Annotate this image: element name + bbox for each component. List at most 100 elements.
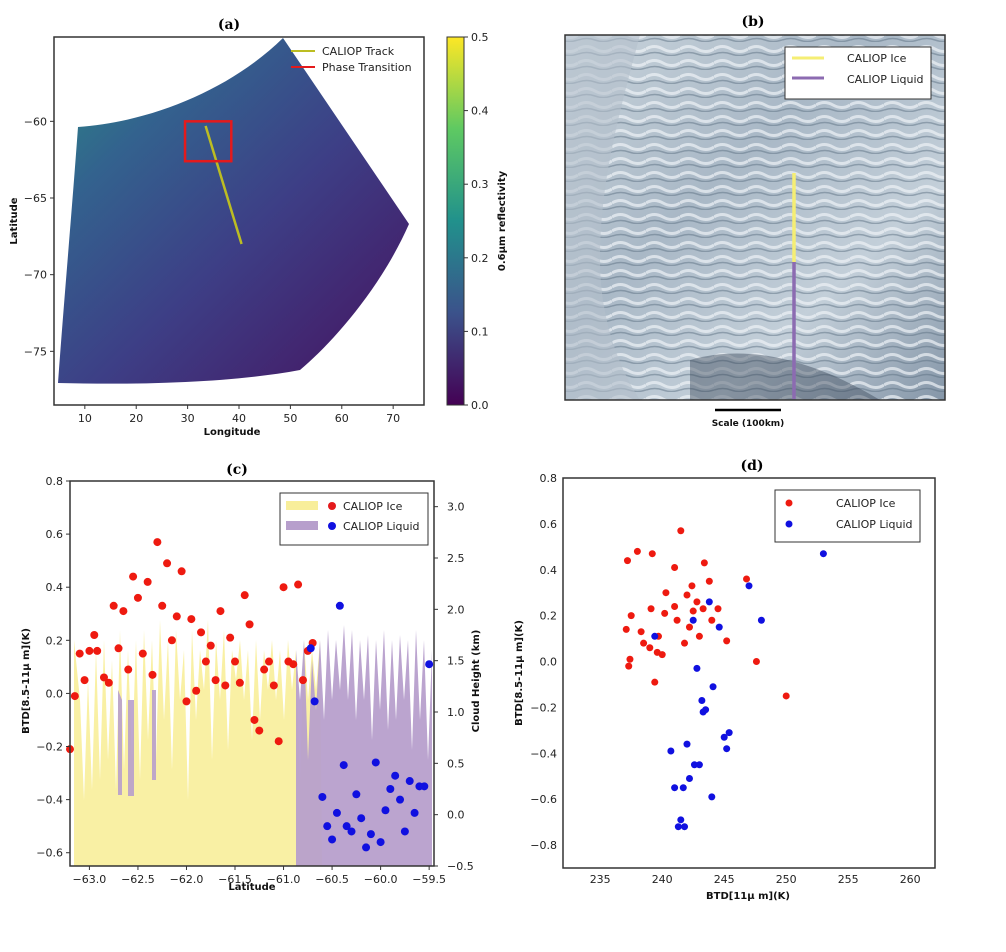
legend-ice-label: CALIOP Ice: [847, 52, 907, 65]
ice-point: [221, 681, 230, 690]
liquid-point: [715, 623, 723, 631]
ice-point: [109, 601, 118, 610]
ice-point: [85, 646, 94, 655]
panel-a-xtick-label: 50: [283, 412, 297, 425]
panel-c-ytick-right-label: 1.0: [447, 706, 465, 719]
panel-d-xtick-label: 260: [900, 873, 921, 886]
ice-point: [148, 670, 157, 679]
ice-point: [714, 605, 722, 613]
panel-d-xtick-label: 255: [838, 873, 859, 886]
panel-d-ytick-label: −0.8: [530, 839, 557, 852]
reflectivity-swath: [58, 38, 409, 384]
colorbar-label: 0.6μm reflectivity: [497, 170, 508, 271]
panel-c-xlabel: Latitude: [228, 882, 275, 893]
liquid-point: [709, 683, 717, 691]
liquid-point: [405, 777, 414, 786]
ice-point: [172, 612, 181, 621]
ice-point: [99, 673, 108, 682]
ice-point: [648, 550, 656, 558]
ice-point: [661, 609, 669, 617]
panel-d-xtick-label: 250: [776, 873, 797, 886]
panel-d-ytick-label: 0.8: [540, 472, 558, 485]
panel-d-xtick-label: 245: [714, 873, 735, 886]
liquid-cloud-height-bars: [296, 625, 432, 866]
ice-point: [626, 655, 634, 663]
ice-point: [187, 615, 196, 624]
liquid-point: [651, 632, 659, 640]
ice-point: [623, 557, 631, 565]
ice-point: [685, 623, 693, 631]
panel-d-xtick-label: 240: [652, 873, 673, 886]
panel-c-series: [66, 538, 434, 852]
ice-point: [640, 639, 648, 647]
panel-d-ytick-label: −0.6: [530, 793, 557, 806]
ice-point: [289, 660, 298, 669]
colorbar-ticks: 0.0 0.1 0.2 0.3 0.4 0.5: [464, 31, 489, 412]
panel-a: (a) 10 20 30 40 50 60 70 −60 −65 −70 −75 Longitude…: [9, 17, 508, 438]
legend-ice-label: CALIOP Ice: [836, 497, 896, 510]
panel-d-ticks: 235 240 245 250 255 260 −0.8 −0.6 −0.4 −0.2 0.0 0.2…: [530, 472, 920, 886]
ice-point: [80, 676, 89, 685]
panel-c-ytick-right-label: 0.5: [447, 757, 465, 770]
liquid-point: [332, 808, 341, 817]
ice-point: [192, 686, 201, 695]
ice-point: [723, 637, 731, 645]
liquid-point: [699, 708, 707, 716]
ice-point: [689, 607, 697, 615]
panel-a-ytick-label: −60: [24, 115, 47, 128]
liquid-point: [342, 822, 351, 831]
ice-point: [695, 632, 703, 640]
legend-ice-dot: [785, 499, 793, 507]
legend-ice-bar-swatch: [286, 501, 318, 510]
ice-point: [752, 658, 760, 666]
panel-d-xtick-label: 235: [590, 873, 611, 886]
ice-point: [163, 559, 172, 568]
ice-point: [681, 639, 689, 647]
ice-point: [206, 641, 215, 650]
panel-c-xtick-label: −60.5: [315, 873, 349, 886]
panel-c-legend: CALIOP Ice CALIOP Liquid: [279, 492, 429, 546]
cloud-region-south: [690, 353, 880, 400]
liquid-point: [689, 616, 697, 624]
ice-point: [782, 692, 790, 700]
panel-d-ytick-label: 0.6: [540, 518, 558, 531]
liquid-point: [720, 733, 728, 741]
ice-point: [255, 726, 264, 735]
panel-c-ylabel: BTD[8.5-11μ m](K): [21, 628, 32, 734]
ice-point: [637, 628, 645, 636]
ice-point: [651, 678, 659, 686]
liquid-point: [685, 775, 693, 783]
colorbar-tick-label: 0.5: [471, 31, 489, 44]
ice-point: [264, 657, 273, 666]
liquid-point: [371, 758, 380, 767]
liquid-point: [420, 782, 429, 791]
ice-point: [646, 644, 654, 652]
panel-c-ytick-right-label: −0.5: [447, 860, 474, 873]
liquid-point: [698, 697, 706, 705]
panel-c-ytick-right-label: 2.0: [447, 603, 465, 616]
panel-b-frame: [564, 34, 946, 401]
panel-c-ytick-label: 0.0: [46, 687, 64, 700]
ice-point: [226, 633, 235, 642]
ice-point: [700, 559, 708, 567]
liquid-point: [396, 795, 405, 804]
ice-point: [699, 605, 707, 613]
ice-point: [274, 737, 283, 746]
ice-point: [143, 577, 152, 586]
ice-point: [231, 657, 240, 666]
panel-c-ytick-label: 0.2: [46, 634, 64, 647]
liquid-point: [671, 784, 679, 792]
ice-point: [119, 607, 128, 616]
liquid-point: [339, 761, 348, 770]
ice-point: [708, 616, 716, 624]
panel-d-ytick-label: 0.4: [540, 564, 558, 577]
cloud-region-west: [565, 35, 640, 400]
panel-d-legend-box: [774, 489, 921, 543]
liquid-point: [723, 745, 731, 753]
panel-c-ytick-label: −0.2: [36, 741, 63, 754]
panel-b: (b) CALIOP Ice CALIOP Liquid Scale (100k…: [564, 14, 946, 429]
legend-transition-label: Phase Transition: [322, 61, 412, 74]
liquid-point: [819, 550, 827, 558]
liquid-point: [306, 644, 315, 653]
